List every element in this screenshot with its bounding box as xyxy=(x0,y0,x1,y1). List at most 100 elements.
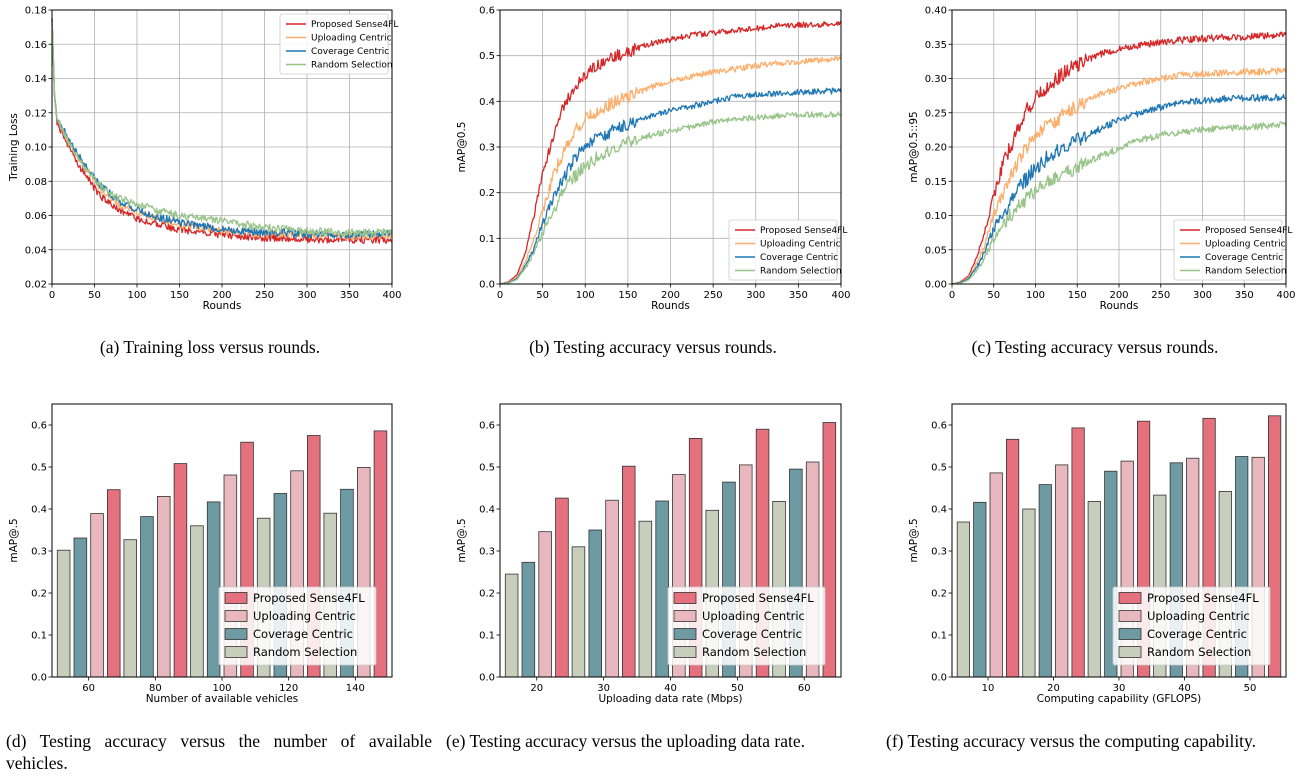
y-tick-label-c-5: 0.25 xyxy=(925,108,947,119)
x-tick-label-e-4: 60 xyxy=(798,683,811,694)
legend-label-f-3: Random Selection xyxy=(1147,645,1251,659)
y-tick-label-a-5: 0.12 xyxy=(25,108,47,119)
y-tick-label-f-6: 0.6 xyxy=(931,421,947,432)
x-tick-label-d-2: 100 xyxy=(212,683,231,694)
x-tick-label-b-6: 300 xyxy=(746,290,765,301)
x-axis-label-d: Number of available vehicles xyxy=(146,693,299,705)
bar-d-1-1 xyxy=(140,516,154,678)
x-axis-label-c: Rounds xyxy=(1100,300,1139,312)
y-tick-label-f-5: 0.5 xyxy=(931,463,947,474)
y-axis-label-a: Training Loss xyxy=(8,113,20,182)
bar-d-1-2 xyxy=(156,495,171,678)
y-axis-label-e: mAP@.5 xyxy=(456,518,468,562)
series-line-c-0 xyxy=(951,31,1287,285)
legend-label-d-0: Proposed Sense4FL xyxy=(253,591,365,605)
series-line-b-0 xyxy=(499,20,842,285)
x-tick-label-c-8: 400 xyxy=(1276,290,1295,301)
y-tick-label-c-8: 0.40 xyxy=(925,6,947,17)
x-tick-label-a-5: 250 xyxy=(255,290,274,301)
y-tick-label-d-0: 0.0 xyxy=(31,673,47,684)
legend-box-c xyxy=(1173,219,1283,281)
chart-c: 0 50 100 150 200 250 300 350 400 0.00 0.05 0.10 0.15… xyxy=(908,6,1296,313)
legend-swatch-e-3 xyxy=(673,646,697,658)
x-tick-label-c-7: 350 xyxy=(1235,290,1254,301)
legend-swatch-d-0 xyxy=(224,592,248,604)
bar-f-1-1 xyxy=(1038,484,1052,678)
bar-f-1-2 xyxy=(1055,464,1069,678)
bar-e-2-1 xyxy=(655,500,669,678)
legend-label-a-1: Uploading Centric xyxy=(311,34,392,44)
legend-label-c-0: Proposed Sense4FL xyxy=(1205,226,1292,236)
legend-label-c-1: Uploading Centric xyxy=(1205,240,1286,250)
y-tick-label-b-4: 0.4 xyxy=(479,97,495,108)
legend-label-d-1: Uploading Centric xyxy=(253,609,356,623)
y-tick-label-c-2: 0.10 xyxy=(925,211,947,222)
series-line-a-1 xyxy=(51,18,393,241)
x-axis-label-f: Computing capability (GFLOPS) xyxy=(1037,693,1202,705)
bar-f-0-0 xyxy=(956,521,971,678)
y-tick-label-a-2: 0.06 xyxy=(25,211,47,222)
legend-swatch-f-3 xyxy=(1118,646,1142,658)
legend-box-f xyxy=(1112,586,1271,666)
legend-label-f-0: Proposed Sense4FL xyxy=(1147,591,1259,605)
bar-f-1-3 xyxy=(1071,427,1085,678)
bar-d-1-0 xyxy=(123,539,138,678)
series-line-c-2 xyxy=(951,93,1287,285)
bar-d-0-1 xyxy=(73,537,88,678)
caption-a: (a) Training loss versus rounds. xyxy=(99,337,321,357)
legend-swatch-e-2 xyxy=(673,628,697,640)
x-tick-label-a-4: 200 xyxy=(212,290,231,301)
plot-frame-d xyxy=(51,403,393,678)
x-tick-label-f-2: 30 xyxy=(1113,683,1126,694)
bar-e-0-2 xyxy=(538,531,552,678)
y-tick-label-f-0: 0.0 xyxy=(931,673,947,684)
x-tick-label-c-5: 250 xyxy=(1151,290,1170,301)
x-tick-label-d-3: 120 xyxy=(279,683,298,694)
y-tick-label-a-7: 0.16 xyxy=(25,40,47,51)
bar-f-2-0 xyxy=(1087,500,1101,678)
legend-label-e-2: Coverage Centric xyxy=(702,627,802,641)
x-tick-label-a-2: 100 xyxy=(127,290,146,301)
x-tick-label-e-2: 40 xyxy=(664,683,677,694)
y-tick-label-d-5: 0.5 xyxy=(31,463,47,474)
y-tick-label-c-3: 0.15 xyxy=(925,177,947,188)
chart-a: 0 50 100 150 200 250 300 350 400 0.02 0.04 0.06 0.08… xyxy=(8,6,402,313)
legend-label-d-2: Coverage Centric xyxy=(253,627,353,641)
x-tick-label-a-7: 350 xyxy=(340,290,359,301)
x-tick-label-a-1: 50 xyxy=(88,290,101,301)
bar-d-0-2 xyxy=(90,513,104,678)
x-tick-label-f-4: 50 xyxy=(1244,683,1257,694)
y-tick-label-f-4: 0.4 xyxy=(931,505,947,516)
y-tick-label-b-0: 0.0 xyxy=(479,280,495,291)
legend-swatch-f-2 xyxy=(1118,628,1142,640)
bar-f-0-2 xyxy=(989,472,1003,678)
y-tick-label-a-1: 0.04 xyxy=(25,245,47,256)
chart-e: 20 30 40 50 60 0.0 0.1 0.2 0.3 0.4 0.5 0.6 Uploading… xyxy=(456,403,842,705)
bar-d-2-1 xyxy=(206,501,221,678)
y-tick-label-a-3: 0.08 xyxy=(25,177,47,188)
x-tick-label-b-7: 350 xyxy=(789,290,808,301)
bar-e-0-0 xyxy=(504,573,519,678)
x-tick-label-d-1: 80 xyxy=(149,683,162,694)
y-tick-label-e-2: 0.2 xyxy=(479,589,495,600)
x-tick-label-c-4: 200 xyxy=(1109,290,1128,301)
series-line-b-2 xyxy=(499,87,842,285)
legend-swatch-e-1 xyxy=(673,610,697,622)
bar-d-2-0 xyxy=(190,525,204,678)
legend-label-f-1: Uploading Centric xyxy=(1147,609,1250,623)
bar-e-1-3 xyxy=(622,465,636,678)
x-tick-label-c-6: 300 xyxy=(1193,290,1212,301)
y-tick-label-a-4: 0.10 xyxy=(25,143,47,154)
caption-b: (b) Testing accuracy versus rounds. xyxy=(529,337,777,357)
y-tick-label-f-1: 0.1 xyxy=(931,631,947,642)
plot-frame-e xyxy=(499,403,842,678)
legend-label-b-0: Proposed Sense4FL xyxy=(760,226,847,236)
x-tick-label-b-2: 100 xyxy=(576,290,595,301)
y-tick-label-e-1: 0.1 xyxy=(479,631,495,642)
x-tick-label-d-0: 60 xyxy=(82,683,95,694)
y-tick-label-e-6: 0.6 xyxy=(479,421,495,432)
x-tick-label-b-5: 250 xyxy=(704,290,723,301)
legend-box-d xyxy=(218,586,377,666)
legend-swatch-e-0 xyxy=(673,592,697,604)
y-tick-label-c-0: 0.00 xyxy=(925,280,947,291)
